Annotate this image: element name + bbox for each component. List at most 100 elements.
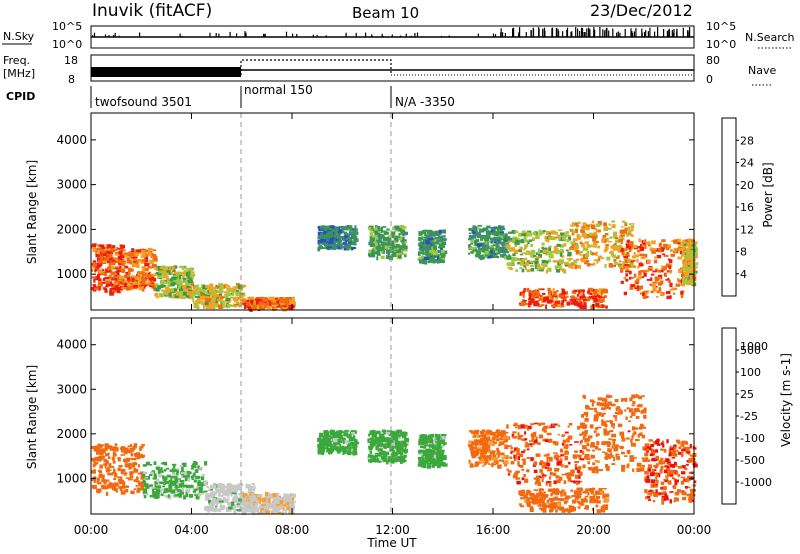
velocity-cell — [339, 445, 345, 450]
power-cell — [146, 254, 149, 257]
velocity-cell — [399, 451, 404, 456]
velocity-cell — [211, 491, 217, 496]
power-cell — [576, 293, 580, 297]
velocity-cell — [129, 444, 132, 447]
power-cell — [121, 262, 125, 267]
velocity-cell — [353, 438, 358, 443]
power-cell — [673, 248, 677, 253]
power-cell — [440, 247, 443, 250]
power-cell — [354, 238, 359, 242]
power-cell — [389, 249, 394, 254]
power-cell — [530, 267, 535, 272]
velocity-cell — [432, 452, 437, 456]
velocity-cell — [397, 456, 401, 461]
power-cell — [529, 264, 534, 267]
power-cell — [567, 236, 572, 241]
power-cell — [261, 307, 265, 310]
power-cell — [264, 302, 268, 305]
velocity-cell — [226, 486, 230, 491]
power-cell — [594, 288, 598, 293]
power-cell — [606, 244, 609, 246]
velocity-cell — [136, 455, 141, 460]
power-cell — [141, 287, 145, 292]
velocity-cell — [103, 463, 108, 466]
velocity-cell — [138, 472, 143, 475]
velocity-cell — [332, 438, 338, 443]
power-cell — [229, 291, 235, 293]
power-cell — [557, 262, 562, 266]
power-cell — [658, 248, 663, 253]
velocity-cell — [233, 496, 238, 500]
power-cell — [153, 256, 158, 259]
velocity-cell — [266, 509, 270, 515]
velocity-cell — [285, 509, 287, 513]
velocity-cell — [132, 445, 135, 450]
velocity-cell — [484, 442, 489, 446]
power-cell — [578, 250, 584, 253]
power-cell — [492, 238, 497, 242]
power-cell — [113, 249, 118, 252]
velocity-cell — [344, 429, 349, 432]
velocity-cell — [329, 450, 332, 455]
power-cell — [141, 268, 146, 273]
power-cell — [146, 274, 152, 278]
power-cell — [284, 297, 288, 301]
velocity-cell — [442, 463, 448, 467]
velocity-cell — [94, 464, 97, 467]
velocity-cell — [156, 485, 162, 489]
velocity-cell — [101, 479, 106, 483]
power-cell — [386, 238, 392, 243]
velocity-cell — [342, 447, 346, 449]
power-cell — [107, 276, 112, 280]
velocity-cell — [129, 471, 133, 476]
power-cell — [99, 244, 105, 248]
power-cell — [538, 298, 541, 302]
velocity-cell — [478, 446, 482, 451]
power-cell — [474, 240, 480, 243]
power-cell — [116, 269, 121, 272]
power-cell — [98, 281, 102, 286]
power-cell — [553, 245, 557, 249]
power-region-13 — [681, 238, 699, 287]
power-cell — [138, 287, 142, 291]
velocity-cell — [345, 442, 351, 445]
power-cell — [170, 288, 174, 293]
power-cell — [338, 236, 341, 241]
power-cell — [166, 279, 171, 283]
power-cell — [593, 292, 599, 296]
power-cell — [545, 231, 551, 236]
velocity-cell — [343, 450, 346, 454]
power-cell — [528, 299, 532, 303]
velocity-cell — [113, 446, 117, 449]
power-cell — [148, 271, 151, 274]
velocity-cell — [240, 509, 243, 512]
velocity-cell — [100, 484, 106, 488]
velocity-cell — [325, 450, 329, 453]
velocity-cell — [119, 487, 123, 491]
power-cell — [398, 254, 401, 259]
power-cell — [189, 277, 192, 280]
power-cell — [661, 292, 664, 296]
velocity-cell — [103, 459, 108, 462]
power-cell — [571, 233, 575, 236]
velocity-cell — [139, 484, 145, 487]
velocity-cell — [186, 489, 191, 493]
velocity-cell — [275, 499, 280, 505]
power-cell — [114, 286, 119, 291]
power-cell — [225, 291, 228, 294]
power-cell — [369, 235, 372, 239]
power-cell — [612, 264, 616, 267]
power-cell — [639, 253, 643, 256]
power-cell — [128, 267, 132, 273]
power-cell — [189, 271, 195, 273]
velocity-cell — [400, 442, 403, 445]
power-cell — [512, 239, 517, 244]
velocity-cell — [219, 491, 222, 494]
power-cell — [619, 269, 623, 273]
velocity-cell — [433, 454, 437, 459]
power-colorbar-tick-label: 20 — [740, 179, 754, 192]
velocity-cell — [210, 505, 214, 511]
power-cell — [137, 251, 141, 255]
velocity-cell — [136, 490, 141, 493]
velocity-cell — [397, 443, 402, 447]
